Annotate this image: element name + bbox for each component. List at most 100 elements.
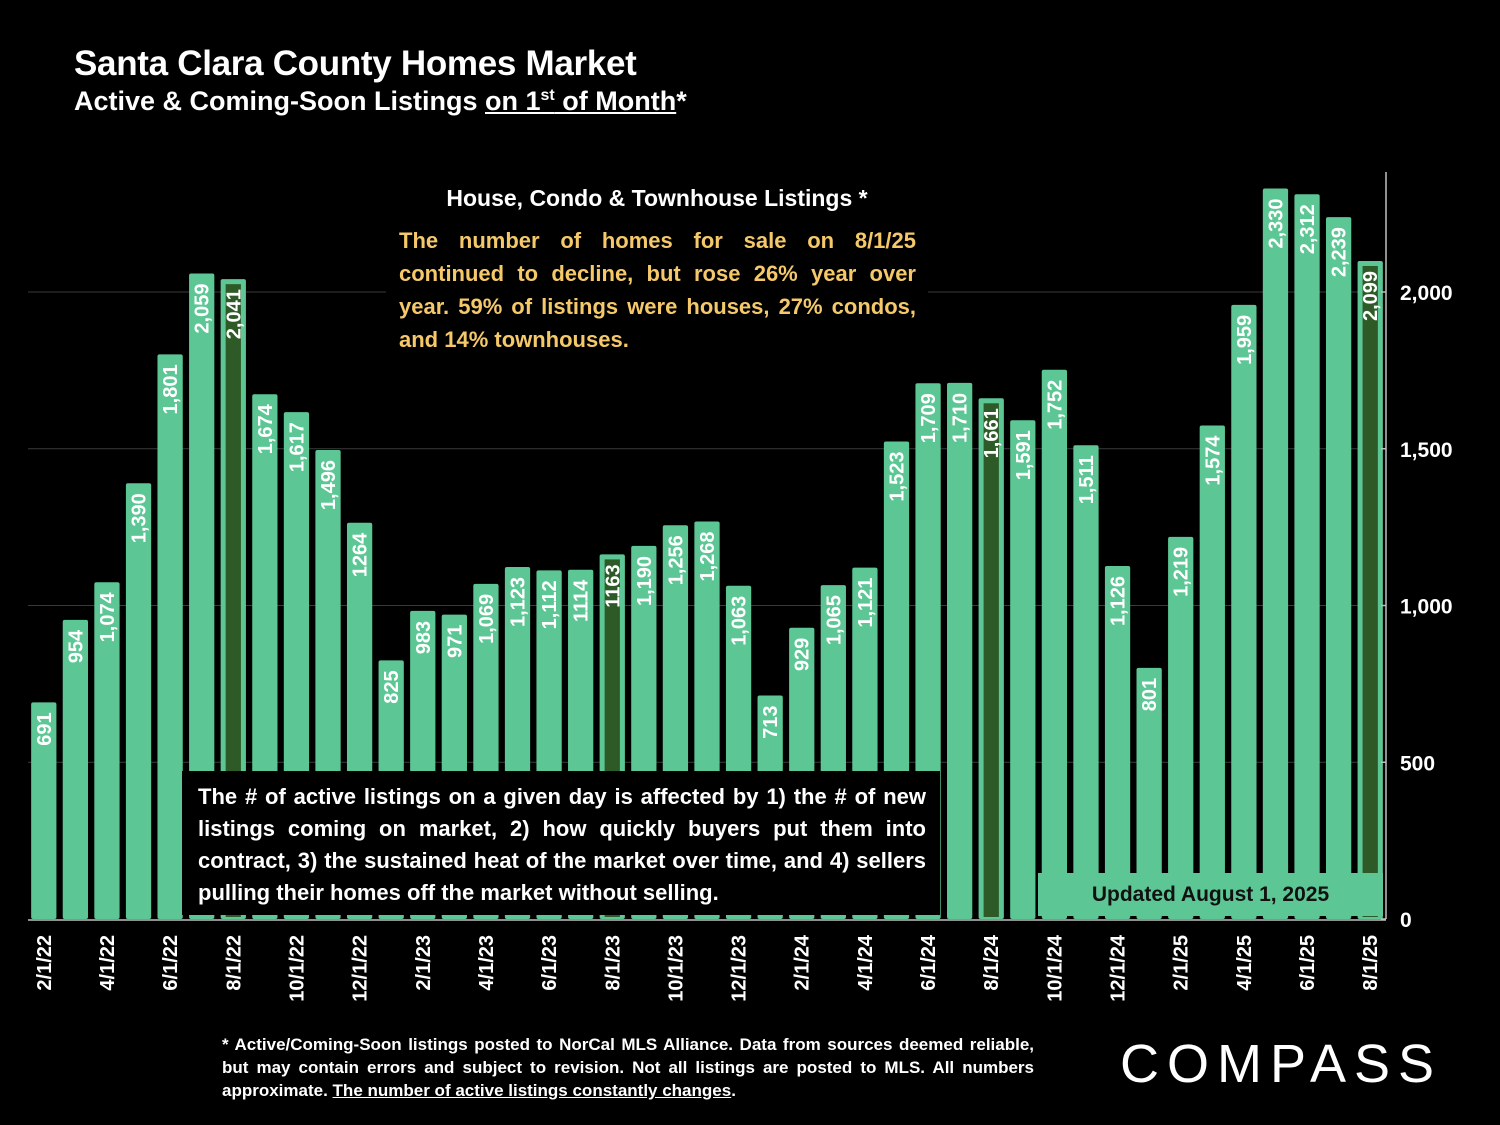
x-tick-label-12-1-24: 12/1/24 [1108, 934, 1130, 1002]
value-label-4-1-23: 1,069 [476, 594, 498, 644]
footnote-end: . [731, 1081, 736, 1100]
bar-3-1-25 [1199, 425, 1225, 919]
value-label-6-1-25: 2,312 [1297, 204, 1319, 254]
y-tick-label-1500: 1,500 [1400, 439, 1453, 462]
x-tick-label-2-1-25: 2/1/25 [1171, 935, 1193, 991]
subtitle-underlined-start: on 1 [485, 86, 541, 116]
x-tick-label-6-1-23: 6/1/23 [539, 935, 561, 991]
bar-6-1-22 [157, 354, 183, 920]
footnote: * Active/Coming-Soon listings posted to … [222, 1033, 1034, 1102]
bar-7-1-22 [189, 273, 215, 919]
x-tick-label-4-1-23: 4/1/23 [476, 935, 498, 991]
value-label-3-1-24: 1,065 [823, 595, 845, 645]
value-label-6-1-22: 1,801 [160, 364, 182, 414]
updated-badge: Updated August 1, 2025 [1038, 873, 1383, 916]
bar-11-1-24 [1073, 445, 1099, 919]
footnote-underlined: The number of active listings constantly… [332, 1081, 732, 1100]
x-tick-label-2-1-23: 2/1/23 [413, 935, 435, 991]
value-label-12-1-24: 1,126 [1108, 576, 1130, 626]
value-label-11-1-22: 1,496 [318, 460, 340, 510]
subtitle-underlined-end: of Month [554, 86, 677, 116]
value-label-3-1-23: 971 [444, 625, 466, 658]
value-label-4-1-25: 1,959 [1234, 315, 1256, 365]
subtitle-sup: st [540, 87, 555, 104]
y-tick-label-0: 0 [1400, 909, 1412, 932]
subtitle-prefix: Active & Coming-Soon Listings [74, 86, 486, 116]
x-tick-label-12-1-23: 12/1/23 [729, 935, 751, 1002]
x-tick-label-8-1-25: 8/1/25 [1360, 935, 1382, 991]
annotation-bottom: The # of active listings on a given day … [182, 771, 940, 915]
value-label-8-1-22: 2,041 [223, 289, 245, 339]
value-label-5-1-23: 1,123 [508, 577, 530, 627]
value-label-1-1-24: 713 [760, 705, 782, 738]
subtitle-suffix: * [676, 86, 687, 116]
bar-2-1-22 [31, 702, 57, 919]
compass-logo: COMPASS [1120, 1034, 1442, 1090]
value-label-9-1-24: 1,591 [1013, 430, 1035, 480]
footnote-text: * Active/Coming-Soon listings posted to … [222, 1035, 1034, 1100]
x-tick-label-10-1-22: 10/1/22 [286, 935, 308, 1002]
value-label-3-1-25: 1,574 [1202, 435, 1224, 486]
bar-4-1-22 [94, 582, 120, 919]
bar-4-1-25 [1231, 304, 1257, 919]
y-tick-label-500: 500 [1400, 752, 1435, 775]
page-title: Santa Clara County Homes Market [74, 44, 637, 83]
value-label-8-1-25: 2,099 [1360, 271, 1382, 321]
value-label-11-1-24: 1,511 [1076, 455, 1098, 504]
value-label-6-1-23: 1,112 [539, 580, 561, 629]
value-label-2-1-25: 1,219 [1171, 547, 1193, 597]
value-label-5-1-25: 2,330 [1265, 199, 1287, 249]
x-tick-label-2-1-24: 2/1/24 [792, 934, 814, 990]
bar-2-1-25 [1168, 536, 1194, 919]
bar-6-1-25 [1294, 194, 1320, 920]
value-label-1-1-23: 825 [381, 670, 403, 703]
value-label-2-1-22: 691 [34, 712, 56, 745]
y-tick-label-1000: 1,000 [1400, 596, 1453, 619]
bar-7-1-25 [1325, 217, 1352, 920]
bar-5-1-22 [125, 483, 152, 919]
bar-7-1-24 [947, 382, 973, 919]
x-tick-label-8-1-22: 8/1/22 [223, 935, 245, 991]
value-label-9-1-22: 1,674 [255, 403, 277, 454]
value-label-2-1-23: 983 [413, 621, 435, 654]
bar-12-1-24 [1104, 565, 1131, 919]
value-label-7-1-23: 1114 [571, 579, 593, 622]
value-label-4-1-24: 1,121 [855, 578, 877, 628]
value-label-12-1-23: 1,063 [729, 596, 751, 646]
bar-highlight-8-1-22 [225, 284, 241, 918]
bar-highlight-8-1-25 [1362, 265, 1378, 917]
x-tick-label-4-1-24: 4/1/24 [855, 934, 877, 990]
x-tick-label-8-1-24: 8/1/24 [981, 934, 1003, 990]
value-label-8-1-23: 1163 [602, 564, 624, 607]
y-tick-label-2000: 2,000 [1400, 282, 1453, 305]
value-label-10-1-22: 1,617 [286, 422, 308, 472]
value-label-12-1-22: 1264 [350, 532, 372, 577]
value-label-6-1-24: 1,709 [918, 393, 940, 443]
value-label-4-1-22: 1,074 [97, 591, 119, 642]
x-tick-label-10-1-24: 10/1/24 [1044, 934, 1066, 1002]
value-label-7-1-25: 2,239 [1329, 227, 1351, 277]
annotation-top-heading: House, Condo & Townhouse Listings * [446, 185, 868, 211]
value-label-10-1-24: 1,752 [1044, 380, 1066, 430]
x-tick-label-4-1-25: 4/1/25 [1234, 935, 1256, 991]
bar-10-1-24 [1041, 369, 1068, 919]
x-tick-label-6-1-22: 6/1/22 [160, 935, 182, 991]
bar-1-1-25 [1136, 667, 1162, 919]
value-label-10-1-23: 1,256 [665, 535, 687, 585]
value-label-8-1-24: 1,661 [981, 408, 1003, 458]
value-label-7-1-24: 1,710 [950, 393, 972, 443]
x-tick-label-12-1-22: 12/1/22 [350, 935, 372, 1002]
x-tick-label-4-1-22: 4/1/22 [97, 935, 119, 991]
x-tick-label-2-1-22: 2/1/22 [34, 935, 56, 991]
bar-highlight-8-1-24 [983, 403, 999, 917]
x-tick-label-8-1-23: 8/1/23 [602, 935, 624, 991]
bar-5-1-25 [1262, 188, 1289, 920]
value-label-5-1-24: 1,523 [886, 452, 908, 502]
value-label-7-1-22: 2,059 [192, 284, 214, 334]
bar-3-1-22 [62, 619, 89, 919]
x-tick-label-6-1-24: 6/1/24 [918, 934, 940, 990]
subtitle-underlined: on 1st of Month [485, 86, 676, 116]
value-label-9-1-23: 1,190 [634, 556, 656, 606]
compass-logo-text: COMPASS [1120, 1034, 1442, 1090]
annotation-top: House, Condo & Townhouse Listings * The … [386, 176, 928, 376]
